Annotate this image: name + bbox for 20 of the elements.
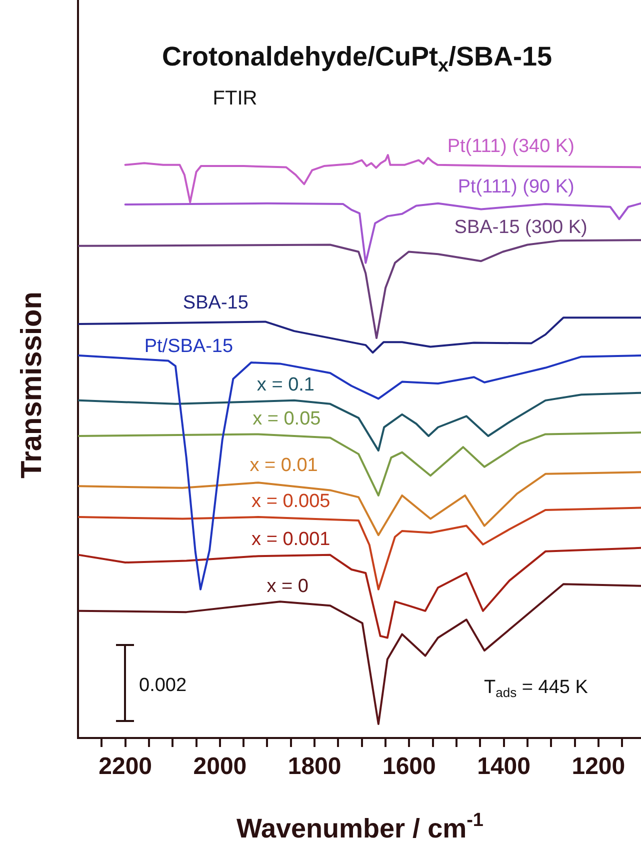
series-label: Pt/SBA-15 <box>144 336 234 358</box>
x-tick-label: 1800 <box>288 753 342 780</box>
y-axis-title: Transmission <box>16 292 48 478</box>
x-tick-label: 1200 <box>572 753 626 780</box>
x-tick-label: 2000 <box>193 753 247 780</box>
series-label: x = 0.01 <box>250 454 318 476</box>
x-tick-label: 1400 <box>477 753 530 780</box>
series-label: x = 0 <box>266 576 308 598</box>
series-label: x = 0.05 <box>252 408 321 430</box>
series-label: x = 0.1 <box>256 374 314 396</box>
series-label: Pt(111) (90 K) <box>458 176 574 198</box>
series-label: SBA-15 <box>182 292 248 314</box>
series-label: SBA-15 (300 K) <box>454 217 588 238</box>
series-label: Pt(111) (340 K) <box>447 136 574 158</box>
series-label: x = 0.001 <box>252 529 330 550</box>
series-label: x = 0.005 <box>252 491 330 512</box>
x-tick-label: 2200 <box>98 753 152 780</box>
chart-subtitle: FTIR <box>212 88 258 110</box>
annotation: 0.002 <box>139 675 187 696</box>
x-tick-label: 1600 <box>382 753 436 780</box>
